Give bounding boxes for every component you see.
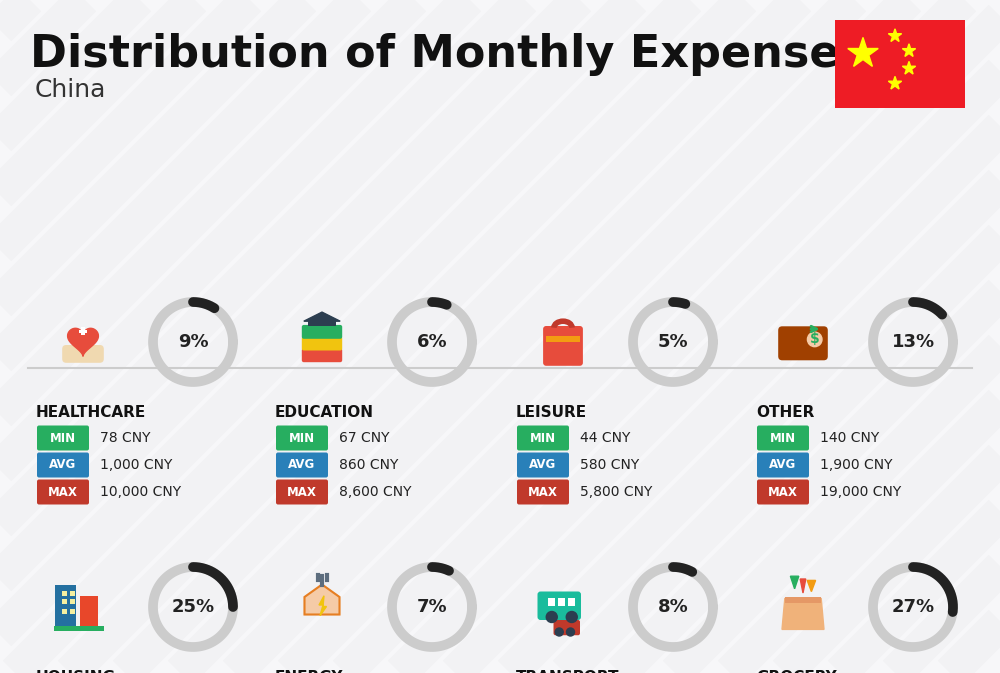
- FancyBboxPatch shape: [517, 425, 569, 450]
- Polygon shape: [68, 328, 98, 356]
- Circle shape: [566, 612, 577, 623]
- Bar: [70, 609, 75, 614]
- FancyBboxPatch shape: [778, 326, 828, 360]
- Text: AVG: AVG: [49, 458, 77, 472]
- FancyBboxPatch shape: [538, 592, 581, 620]
- Text: 580 CNY: 580 CNY: [580, 458, 639, 472]
- Text: 5,800 CNY: 5,800 CNY: [580, 485, 652, 499]
- Text: 6%: 6%: [417, 333, 447, 351]
- Text: 8,600 CNY: 8,600 CNY: [339, 485, 412, 499]
- Text: 27%: 27%: [891, 598, 935, 616]
- Polygon shape: [782, 598, 824, 629]
- Text: 9%: 9%: [178, 333, 208, 351]
- Text: AVG: AVG: [529, 458, 557, 472]
- Bar: [80, 596, 98, 629]
- Polygon shape: [304, 312, 340, 321]
- Bar: [54, 626, 104, 631]
- Bar: [308, 321, 336, 326]
- Text: 13%: 13%: [891, 333, 935, 351]
- Bar: [81, 326, 85, 335]
- Bar: [55, 585, 76, 629]
- Text: 860 CNY: 860 CNY: [339, 458, 398, 472]
- Bar: [70, 591, 75, 596]
- Text: MIN: MIN: [530, 431, 556, 444]
- Text: LEISURE: LEISURE: [516, 405, 587, 420]
- Text: HEALTHCARE: HEALTHCARE: [36, 405, 146, 420]
- Circle shape: [807, 332, 822, 347]
- FancyBboxPatch shape: [37, 479, 89, 505]
- Polygon shape: [304, 584, 340, 614]
- Bar: [62, 599, 67, 604]
- FancyBboxPatch shape: [302, 325, 342, 339]
- Text: 78 CNY: 78 CNY: [100, 431, 150, 445]
- Circle shape: [566, 628, 574, 636]
- Bar: [62, 609, 67, 614]
- Text: ENERGY: ENERGY: [275, 670, 344, 673]
- Text: China: China: [35, 78, 106, 102]
- Text: 10,000 CNY: 10,000 CNY: [100, 485, 181, 499]
- FancyBboxPatch shape: [302, 336, 342, 351]
- Text: 19,000 CNY: 19,000 CNY: [820, 485, 901, 499]
- Text: 5%: 5%: [658, 333, 688, 351]
- Bar: [70, 599, 75, 604]
- Text: HOUSING: HOUSING: [36, 670, 116, 673]
- FancyBboxPatch shape: [276, 425, 328, 450]
- Text: MAX: MAX: [768, 485, 798, 499]
- FancyBboxPatch shape: [276, 452, 328, 478]
- Text: GROCERY: GROCERY: [756, 670, 837, 673]
- Bar: [79, 330, 87, 333]
- FancyBboxPatch shape: [302, 349, 342, 362]
- Text: MIN: MIN: [289, 431, 315, 444]
- Text: $: $: [810, 332, 820, 347]
- Text: AVG: AVG: [288, 458, 316, 472]
- Polygon shape: [319, 596, 326, 616]
- Bar: [568, 598, 575, 606]
- Text: 140 CNY: 140 CNY: [820, 431, 879, 445]
- Text: 67 CNY: 67 CNY: [339, 431, 390, 445]
- Text: 7%: 7%: [417, 598, 447, 616]
- FancyBboxPatch shape: [517, 452, 569, 478]
- FancyBboxPatch shape: [517, 479, 569, 505]
- Text: OTHER: OTHER: [756, 405, 814, 420]
- Text: MIN: MIN: [50, 431, 76, 444]
- Polygon shape: [800, 579, 806, 593]
- Bar: [558, 598, 565, 606]
- FancyBboxPatch shape: [62, 345, 104, 363]
- Text: MIN: MIN: [770, 431, 796, 444]
- Circle shape: [546, 612, 557, 623]
- FancyBboxPatch shape: [835, 20, 965, 108]
- Text: MAX: MAX: [48, 485, 78, 499]
- FancyBboxPatch shape: [554, 620, 580, 635]
- Text: Distribution of Monthly Expenses: Distribution of Monthly Expenses: [30, 33, 866, 76]
- Text: 1,000 CNY: 1,000 CNY: [100, 458, 172, 472]
- Bar: [548, 598, 555, 606]
- Text: EDUCATION: EDUCATION: [275, 405, 374, 420]
- Polygon shape: [902, 44, 916, 57]
- Polygon shape: [888, 29, 902, 42]
- FancyBboxPatch shape: [276, 479, 328, 505]
- Bar: [785, 597, 821, 603]
- Circle shape: [555, 628, 563, 636]
- FancyBboxPatch shape: [37, 425, 89, 450]
- Text: AVG: AVG: [769, 458, 797, 472]
- Text: MAX: MAX: [287, 485, 317, 499]
- Polygon shape: [888, 76, 902, 89]
- FancyBboxPatch shape: [757, 479, 809, 505]
- Text: MAX: MAX: [528, 485, 558, 499]
- Text: 1,900 CNY: 1,900 CNY: [820, 458, 893, 472]
- Text: 8%: 8%: [658, 598, 688, 616]
- FancyBboxPatch shape: [543, 326, 583, 366]
- Bar: [546, 336, 580, 342]
- Polygon shape: [902, 61, 916, 74]
- Polygon shape: [790, 576, 799, 589]
- Text: 44 CNY: 44 CNY: [580, 431, 630, 445]
- Polygon shape: [848, 38, 878, 67]
- FancyBboxPatch shape: [757, 425, 809, 450]
- Text: TRANSPORT: TRANSPORT: [516, 670, 620, 673]
- Polygon shape: [807, 580, 816, 592]
- Bar: [62, 591, 67, 596]
- Text: 25%: 25%: [171, 598, 215, 616]
- FancyBboxPatch shape: [37, 452, 89, 478]
- FancyBboxPatch shape: [757, 452, 809, 478]
